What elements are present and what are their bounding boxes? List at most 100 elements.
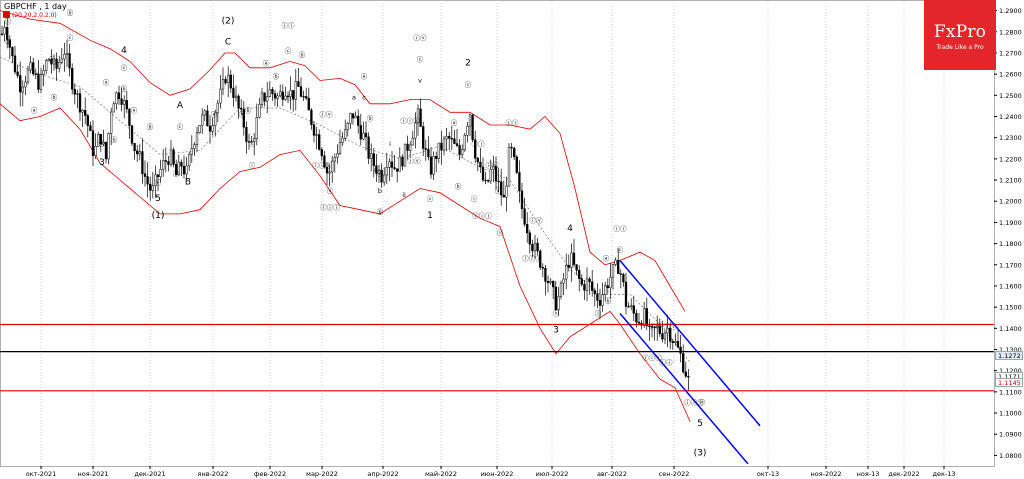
candle	[523, 197, 526, 227]
candle	[424, 139, 427, 161]
candle	[435, 151, 438, 173]
candle	[58, 55, 61, 73]
candle	[409, 141, 412, 158]
time-tick-label: ноя-2022	[810, 470, 841, 478]
candle	[466, 122, 469, 143]
channel-lower[interactable]	[619, 313, 749, 465]
candles	[0, 14, 690, 391]
wave-labels: ⓒ②ⓑⓒⓐⓐⓑⓐⓒⓑ34ⓒⓑⓐⓑⓒ5(1)ⓑAⓒBⓐ(2)Cⓐⓑⓒⓘⓐⓑⓒⓘⓘⓘ…	[5, 9, 707, 459]
candle	[164, 147, 167, 173]
candle	[468, 113, 472, 137]
price-tick-label: 1.2500	[999, 92, 1022, 100]
time-tick-label: дек-13	[932, 470, 955, 478]
time-tick-label: май-2022	[425, 470, 457, 478]
candle	[110, 107, 113, 146]
candle	[570, 243, 573, 282]
candle	[484, 172, 487, 185]
wave-label: C	[225, 37, 231, 47]
candle	[559, 280, 563, 300]
wave-label: ⓑ	[367, 115, 374, 123]
candle	[546, 275, 550, 293]
price-tag: 1.1272	[995, 350, 1023, 360]
candle	[47, 57, 50, 62]
time-tick-label: сен-2022	[659, 470, 690, 478]
candle	[237, 94, 240, 119]
candle	[24, 75, 27, 96]
candle	[533, 234, 537, 259]
wave-label: v	[418, 77, 422, 85]
candle	[71, 63, 74, 95]
candle	[611, 264, 615, 290]
wave-label: ⓘⓘⓘ	[312, 161, 332, 169]
candle	[89, 121, 92, 132]
candle	[336, 144, 339, 164]
wave-label: ⓘ	[497, 229, 504, 237]
candle	[320, 147, 323, 161]
candle	[182, 155, 186, 179]
candle	[224, 76, 227, 85]
candle	[167, 156, 170, 172]
candle	[284, 86, 287, 102]
wave-label: B	[185, 177, 191, 187]
candle	[437, 142, 440, 164]
candle	[401, 154, 404, 171]
candle	[60, 47, 63, 65]
time-tick-label: дек-2022	[888, 470, 919, 478]
wave-label: ⓘⓘⓘ	[472, 212, 492, 220]
candle	[351, 113, 355, 125]
wave-label: 3	[99, 158, 105, 168]
candle	[422, 121, 425, 156]
candle	[50, 49, 53, 74]
time-axis[interactable]: окт-2021 ноя-2021 дек-2021 янв-2022 фев-2022…	[26, 466, 956, 478]
channel-upper[interactable]	[619, 260, 761, 427]
candle	[219, 74, 222, 109]
candle	[419, 98, 422, 127]
candle	[6, 14, 9, 49]
candle	[292, 90, 295, 112]
candle	[567, 254, 570, 272]
candle	[552, 280, 555, 300]
candle	[453, 129, 456, 145]
wave-label: ⓒ	[249, 140, 256, 148]
candle	[528, 229, 531, 254]
wave-label: ⓒ	[5, 17, 12, 25]
price-axis[interactable]: 1.2900 1.2800 1.2700 1.2600 1.2500 1.2400 1.23…	[994, 7, 1022, 460]
candle	[370, 143, 373, 172]
wave-label: ⓥ	[699, 399, 706, 407]
candle	[91, 120, 95, 167]
candle	[130, 124, 134, 147]
price-tick-label: 1.0900	[999, 431, 1022, 439]
candle	[372, 147, 375, 178]
candle	[684, 361, 687, 378]
horizontal-levels[interactable]	[0, 323, 994, 392]
time-tick-label: авг-2022	[597, 470, 627, 478]
candle	[544, 264, 547, 296]
candle	[572, 239, 576, 268]
price-tick-label: 1.1100	[999, 388, 1022, 396]
descending-channel[interactable]	[619, 260, 761, 465]
candle	[146, 162, 149, 198]
time-tick-label: мар-2022	[306, 470, 338, 478]
price-tick-label: 1.1800	[999, 240, 1022, 248]
candle	[507, 143, 511, 187]
bollinger-lower	[0, 103, 691, 422]
candle	[263, 92, 266, 107]
candle	[227, 66, 230, 98]
candle	[609, 263, 612, 299]
candle	[221, 67, 225, 96]
candle	[429, 146, 433, 179]
wave-label: ⓘ	[249, 161, 256, 169]
candle	[385, 152, 388, 185]
candle	[107, 132, 110, 165]
price-tick-label: 1.2600	[999, 71, 1022, 79]
candle	[234, 85, 238, 102]
candle	[133, 142, 136, 160]
candle	[645, 297, 648, 330]
candle	[671, 339, 674, 350]
candle	[307, 87, 310, 111]
candle	[479, 147, 482, 173]
wave-label: ⓑ	[67, 9, 74, 17]
wave-label: ⓒ	[377, 170, 384, 178]
wave-label: ⓘ	[287, 94, 294, 102]
